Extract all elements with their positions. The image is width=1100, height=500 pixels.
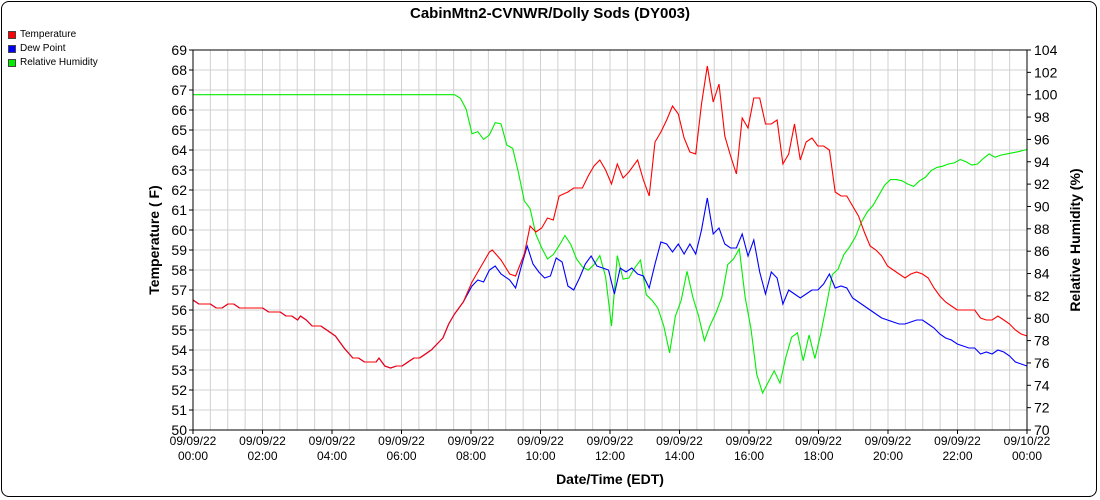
y2-tick-label: 74	[1034, 377, 1050, 393]
y2-tick-label: 96	[1034, 131, 1050, 147]
y-tick-label: 64	[171, 142, 187, 158]
axis-ticks: 50 51 52 53 54 55 56 57 58 59 60 61 62 63 64 65 66 67 68 69…	[170, 42, 1058, 463]
x-tick-date: 09/09/22	[726, 434, 773, 448]
x-axis-label: Date/Time (EDT)	[556, 471, 664, 487]
x-tick-time: 18:00	[803, 449, 833, 463]
grid-lines	[192, 49, 1028, 431]
x-tick-date: 09/09/22	[934, 434, 981, 448]
y2-tick-label: 70	[1034, 422, 1050, 438]
legend-item: Relative Humidity	[8, 56, 98, 70]
x-tick-time: 16:00	[734, 449, 764, 463]
y-tick-label: 65	[171, 122, 187, 138]
chart-title: CabinMtn2-CVNWR/Dolly Sods (DY003)	[410, 5, 690, 22]
y-tick-label: 69	[171, 42, 187, 58]
x-tick-time: 14:00	[664, 449, 694, 463]
x-tick-date: 09/09/22	[865, 434, 912, 448]
y-tick-label: 50	[171, 422, 187, 438]
y2-tick-label: 100	[1034, 87, 1058, 103]
series-line-relative-humidity	[193, 94, 1028, 395]
y-tick-label: 56	[171, 302, 187, 318]
y2-tick-label: 84	[1034, 266, 1050, 282]
y-tick-label: 59	[171, 242, 187, 258]
series-lines	[192, 65, 1028, 395]
x-tick-date: 09/09/22	[239, 434, 286, 448]
x-tick-date: 09/09/22	[587, 434, 634, 448]
plot-area	[192, 49, 1028, 431]
y2-tick-label: 102	[1034, 64, 1058, 80]
y-tick-label: 52	[171, 382, 187, 398]
x-tick-time: 12:00	[595, 449, 625, 463]
y-tick-label: 63	[171, 162, 187, 178]
y-tick-label: 51	[171, 402, 187, 418]
y2-tick-label: 78	[1034, 333, 1050, 349]
x-tick-time: 10:00	[525, 449, 555, 463]
y2-tick-label: 92	[1034, 176, 1050, 192]
y-tick-label: 55	[171, 322, 187, 338]
y2-tick-label: 76	[1034, 355, 1050, 371]
legend-swatch	[8, 31, 16, 39]
y-tick-label: 60	[171, 222, 187, 238]
y2-tick-label: 98	[1034, 109, 1050, 125]
y2-axis-label: Relative Humidity (%)	[1067, 168, 1083, 311]
x-tick-date: 09/09/22	[795, 434, 842, 448]
x-tick-date: 09/09/22	[378, 434, 425, 448]
y-tick-label: 66	[171, 102, 187, 118]
legend-label: Dew Point	[20, 43, 66, 54]
y-tick-label: 61	[171, 202, 187, 218]
y-axis-label: Temperature ( F)	[146, 185, 162, 294]
series-line-temperature	[192, 65, 1028, 369]
x-tick-date: 09/10/22	[1004, 434, 1051, 448]
x-tick-date: 09/09/22	[517, 434, 564, 448]
y2-tick-label: 88	[1034, 221, 1050, 237]
legend-item: Temperature	[8, 28, 98, 42]
legend-item: Dew Point	[8, 42, 98, 56]
y-tick-label: 58	[171, 262, 187, 278]
x-tick-time: 08:00	[456, 449, 486, 463]
y2-tick-label: 86	[1034, 243, 1050, 259]
legend-label: Temperature	[20, 29, 77, 40]
y2-tick-label: 104	[1034, 42, 1058, 58]
y-tick-label: 68	[171, 62, 187, 78]
legend-label: Relative Humidity	[20, 57, 98, 68]
legend: Temperature Dew Point Relative Humidity	[8, 28, 98, 70]
y-tick-label: 62	[171, 182, 187, 198]
x-tick-time: 00:00	[1012, 449, 1042, 463]
x-tick-time: 02:00	[247, 449, 277, 463]
x-tick-date: 09/09/22	[170, 434, 217, 448]
y2-tick-label: 80	[1034, 310, 1050, 326]
y2-tick-label: 82	[1034, 288, 1050, 304]
y2-tick-label: 94	[1034, 154, 1050, 170]
legend-swatch	[8, 59, 16, 67]
x-tick-date: 09/09/22	[656, 434, 703, 448]
legend-swatch	[8, 45, 16, 53]
x-tick-time: 20:00	[873, 449, 903, 463]
x-tick-date: 09/09/22	[309, 434, 356, 448]
y-tick-label: 57	[171, 282, 187, 298]
x-tick-time: 04:00	[317, 449, 347, 463]
x-tick-time: 00:00	[178, 449, 208, 463]
x-tick-time: 22:00	[942, 449, 972, 463]
y2-tick-label: 72	[1034, 400, 1050, 416]
y2-tick-label: 90	[1034, 198, 1050, 214]
x-tick-date: 09/09/22	[448, 434, 495, 448]
y-tick-label: 67	[171, 82, 187, 98]
y-tick-label: 54	[171, 342, 187, 358]
x-tick-time: 06:00	[386, 449, 416, 463]
y-tick-label: 53	[171, 362, 187, 378]
